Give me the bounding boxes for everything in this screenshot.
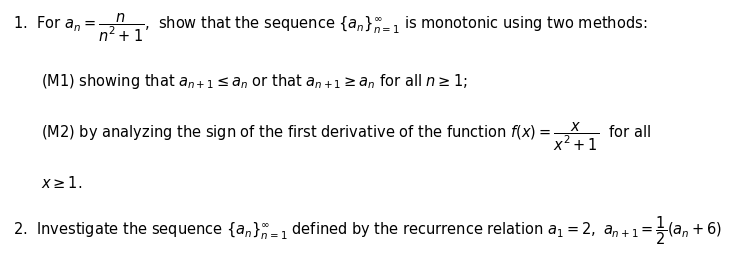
Text: for $N = 1, 2, 3, \ldots$: for $N = 1, 2, 3, \ldots$	[41, 271, 160, 272]
Text: (M1) showing that $a_{n+1} \leq a_n$ or that $a_{n+1} \geq a_n$ for all $n \geq : (M1) showing that $a_{n+1} \leq a_n$ or …	[41, 72, 468, 91]
Text: $x \geq 1$.: $x \geq 1$.	[41, 175, 82, 191]
Text: 2.  Investigate the sequence $\{a_n\}_{n=1}^{\infty}$ defined by the recurrence : 2. Investigate the sequence $\{a_n\}_{n=…	[13, 215, 723, 248]
Text: (M2) by analyzing the sign of the first derivative of the function $f(x) = \dfra: (M2) by analyzing the sign of the first …	[41, 121, 651, 153]
Text: 1.  For $a_n = \dfrac{n}{n^2+1}$,  show that the sequence $\{a_n\}_{n=1}^{\infty: 1. For $a_n = \dfrac{n}{n^2+1}$, show th…	[13, 12, 648, 45]
